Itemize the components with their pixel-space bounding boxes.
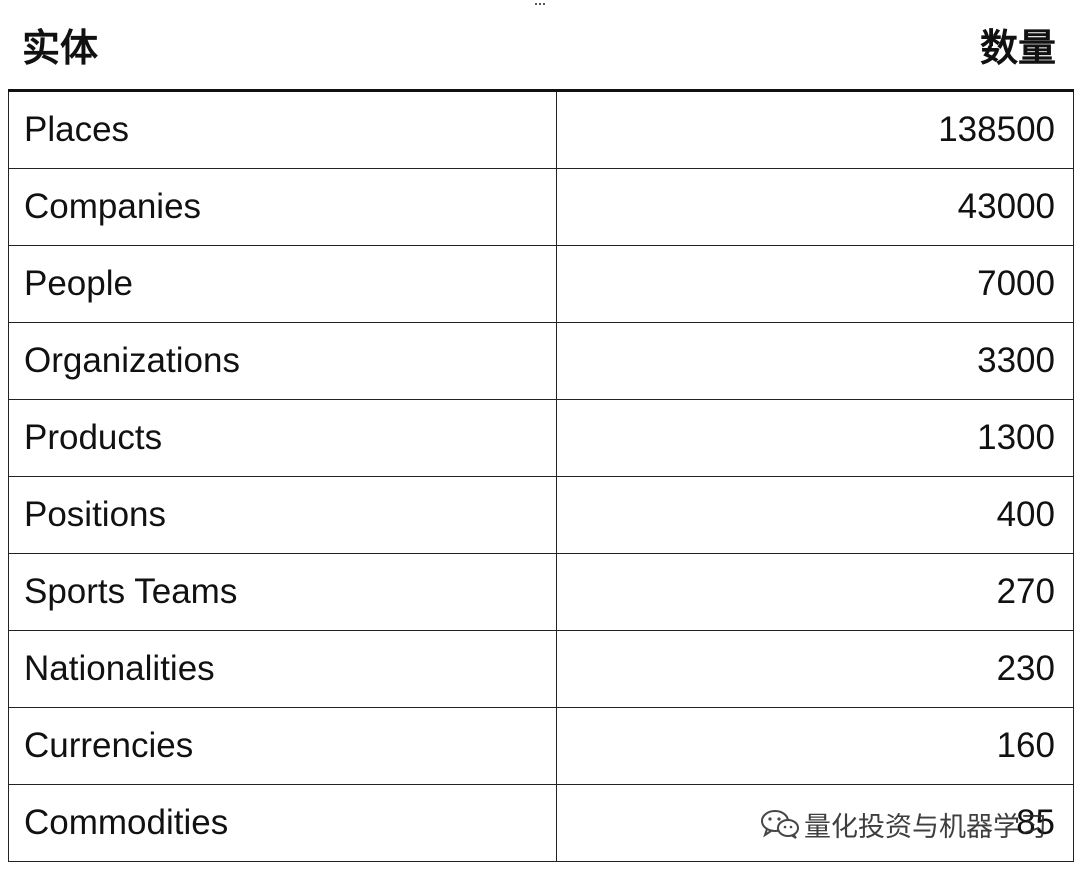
entity-cell: Currencies — [8, 707, 557, 785]
count-cell: 400 — [556, 476, 1074, 554]
entity-cell: Sports Teams — [8, 553, 557, 631]
entity-cell: Products — [8, 399, 557, 477]
table-row: Products 1300 — [8, 399, 1074, 477]
entity-cell: Companies — [8, 168, 557, 246]
table-row: Positions 400 — [8, 476, 1074, 554]
entity-cell: Positions — [8, 476, 557, 554]
table-header: 实体 数量 — [8, 0, 1074, 90]
table-row: Companies 43000 — [8, 168, 1074, 246]
count-cell: 270 — [556, 553, 1074, 631]
entity-cell: Nationalities — [8, 630, 557, 708]
table-row: Currencies 160 — [8, 707, 1074, 785]
entity-count-table: Places 138500 Companies 43000 People 700… — [8, 92, 1074, 862]
count-cell: 43000 — [556, 168, 1074, 246]
table-row: Places 138500 — [8, 92, 1074, 169]
table-row: People 7000 — [8, 245, 1074, 323]
entity-cell: People — [8, 245, 557, 323]
count-cell: 7000 — [556, 245, 1074, 323]
top-edge-mark — [535, 3, 545, 7]
header-count: 数量 — [979, 26, 1056, 70]
entity-cell: Organizations — [8, 322, 557, 400]
count-cell: 3300 — [556, 322, 1074, 400]
count-cell: 160 — [556, 707, 1074, 785]
header-entity: 实体 — [22, 26, 99, 70]
table-row: Sports Teams 270 — [8, 553, 1074, 631]
entity-cell: Places — [8, 92, 557, 169]
count-cell: 230 — [556, 630, 1074, 708]
entity-cell: Commodities — [8, 784, 557, 862]
table-row: Nationalities 230 — [8, 630, 1074, 708]
table-row: Commodities 85 — [8, 784, 1074, 862]
count-cell: 85 — [556, 784, 1074, 862]
table-row: Organizations 3300 — [8, 322, 1074, 400]
count-cell: 138500 — [556, 92, 1074, 169]
count-cell: 1300 — [556, 399, 1074, 477]
header-rule — [8, 89, 1074, 92]
